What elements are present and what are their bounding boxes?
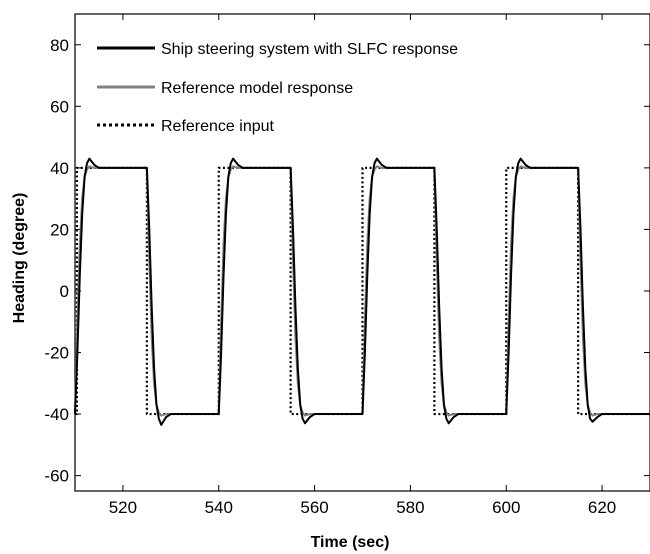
series-layer	[74, 157, 650, 426]
y-tick-label-0: 0	[60, 282, 69, 301]
axis-tick-labels: 520 540 560 580 600 620 -60 -40 -20 0 20 40 60 80	[44, 36, 616, 517]
y-tick-label-80: 80	[50, 36, 69, 55]
y-axis-label: Heading (degree)	[11, 193, 28, 324]
y-tick-label-40: 40	[50, 159, 69, 178]
y-tick-label-20: 20	[50, 220, 69, 239]
x-tick-label-560: 560	[300, 498, 328, 517]
y-tick-label--20: -20	[44, 344, 69, 363]
x-axis-label: Time (sec)	[311, 534, 390, 551]
series-line-ship-steering-system-with-slfc-response	[74, 157, 650, 426]
x-tick-label-540: 540	[205, 498, 233, 517]
legend-label-reference-model: Reference model response	[161, 80, 353, 97]
legend: Ship steering system with SLFC response …	[97, 41, 458, 135]
y-tick-label-60: 60	[50, 97, 69, 116]
x-tick-label-620: 620	[588, 498, 616, 517]
y-tick-label--40: -40	[44, 405, 69, 424]
y-tick-label--60: -60	[44, 467, 69, 486]
legend-label-slfc: Ship steering system with SLFC response	[161, 41, 458, 58]
x-tick-label-580: 580	[396, 498, 424, 517]
x-tick-label-600: 600	[492, 498, 520, 517]
legend-label-reference-input: Reference input	[161, 118, 275, 135]
x-tick-label-520: 520	[109, 498, 137, 517]
